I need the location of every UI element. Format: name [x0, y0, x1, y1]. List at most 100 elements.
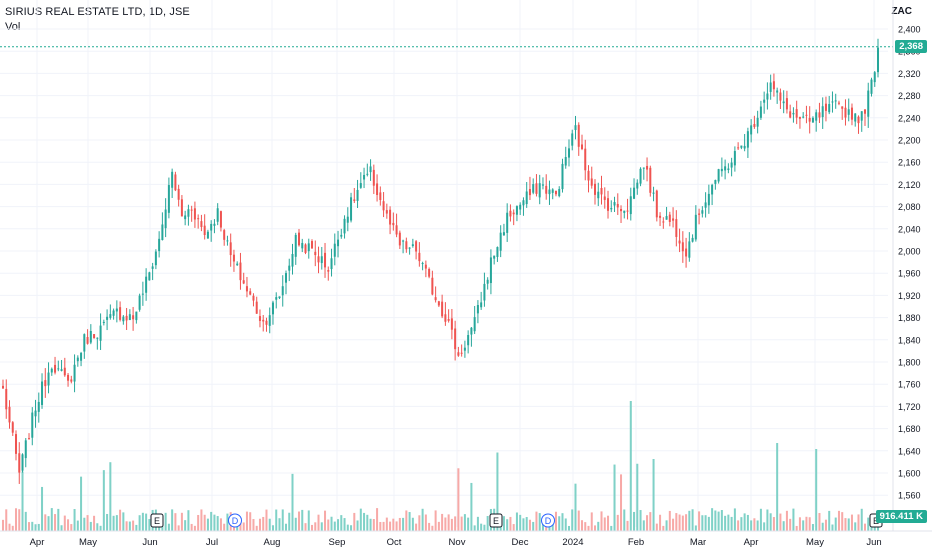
candle-body — [467, 335, 470, 346]
candle-body — [249, 291, 252, 295]
candle-body — [389, 209, 392, 225]
candle-body — [135, 311, 138, 321]
volume-bar — [327, 519, 330, 531]
volume-bar — [454, 516, 457, 531]
volume-bar — [795, 525, 798, 531]
candle-body — [102, 321, 105, 323]
volume-bar — [798, 517, 801, 531]
candle-body — [759, 106, 762, 118]
y-tick-label: 2,280 — [898, 91, 921, 101]
volume-bar — [28, 522, 31, 531]
candle-body — [447, 319, 450, 321]
volume-bar — [564, 518, 567, 531]
candle-body — [444, 314, 447, 322]
volume-bar — [512, 524, 515, 531]
candle-body — [262, 319, 265, 322]
candlesticks — [1, 38, 880, 484]
volume-bar — [356, 520, 359, 531]
volume-bar — [515, 512, 518, 531]
candle-body — [535, 183, 538, 194]
candle-body — [753, 124, 756, 127]
volume-bar — [834, 517, 837, 531]
candle-body — [834, 100, 837, 102]
candle-body — [405, 241, 408, 250]
volume-bar — [50, 508, 53, 531]
candle-body — [184, 215, 187, 220]
x-tick-label: Mar — [690, 537, 706, 548]
volume-bar — [63, 515, 66, 531]
volume-bar — [532, 521, 535, 531]
candle-body — [132, 315, 135, 320]
volume-bar — [197, 514, 200, 531]
volume-bar — [844, 518, 847, 531]
candle-body — [34, 410, 37, 417]
volume-bar — [73, 509, 76, 531]
candle-body — [707, 193, 710, 206]
candle-body — [870, 79, 873, 94]
candle-body — [642, 167, 645, 169]
volume-bar — [278, 518, 281, 531]
candle-body — [197, 218, 200, 220]
volume-bar — [245, 511, 248, 531]
candle-body — [434, 297, 437, 301]
candle-body — [789, 111, 792, 118]
volume-bar — [167, 523, 170, 531]
candle-body — [180, 199, 183, 217]
candle-body — [626, 210, 629, 212]
volume-bar — [431, 525, 434, 531]
volume-bar — [828, 510, 831, 531]
candle-body — [463, 347, 466, 351]
volume-bar — [646, 515, 649, 531]
volume-bar — [297, 511, 301, 531]
candle-body — [219, 211, 222, 228]
volume-bar — [691, 509, 694, 531]
candle-body — [70, 379, 73, 382]
candle-body — [483, 283, 486, 301]
volume-bar — [145, 513, 148, 531]
time-axis: Apr May Jun Jul Aug Sep Oct Nov Dec 2024 Feb Mar Apr… — [30, 537, 882, 548]
candle-body — [402, 240, 405, 242]
volume-bar — [99, 525, 102, 531]
volume-bar — [402, 517, 405, 531]
y-tick-label: 2,120 — [898, 180, 921, 190]
volume-bar — [694, 525, 697, 531]
volume-bar — [717, 511, 720, 531]
volume-bar — [668, 510, 671, 531]
candle-body — [636, 182, 639, 189]
candle-body — [128, 314, 131, 321]
volume-bar — [525, 517, 528, 531]
volume-bar — [236, 524, 239, 531]
candle-body — [314, 251, 317, 256]
candle-body — [324, 252, 327, 268]
candle-body — [821, 106, 824, 118]
volume-bar — [206, 518, 209, 531]
volume-bar — [850, 514, 853, 531]
currency-badge[interactable]: ZAC — [891, 6, 912, 17]
volume-bar — [538, 513, 541, 531]
candle-body — [564, 157, 567, 166]
y-tick-label: 2,160 — [898, 158, 921, 168]
candle-body — [37, 401, 40, 412]
candle-body — [620, 208, 623, 212]
volume-bar — [96, 523, 99, 531]
volume-bar — [769, 513, 772, 531]
candle-body — [675, 219, 678, 237]
candle-body — [665, 216, 668, 220]
volume-bar — [24, 511, 27, 531]
volume-bar — [867, 517, 870, 531]
volume-bar — [125, 521, 128, 531]
x-tick-label: Jun — [866, 537, 881, 548]
volume-bar — [415, 523, 418, 531]
volume-bar — [636, 463, 639, 531]
volume-bar — [782, 521, 785, 531]
volume-bar — [242, 522, 245, 531]
candle-body — [681, 242, 684, 252]
candle-body — [232, 254, 235, 262]
candle-body — [376, 183, 379, 196]
candle-body — [782, 101, 785, 104]
volume-bar — [262, 516, 265, 531]
candle-body — [808, 117, 811, 122]
candle-body — [307, 243, 310, 252]
volume-bar — [180, 512, 183, 531]
